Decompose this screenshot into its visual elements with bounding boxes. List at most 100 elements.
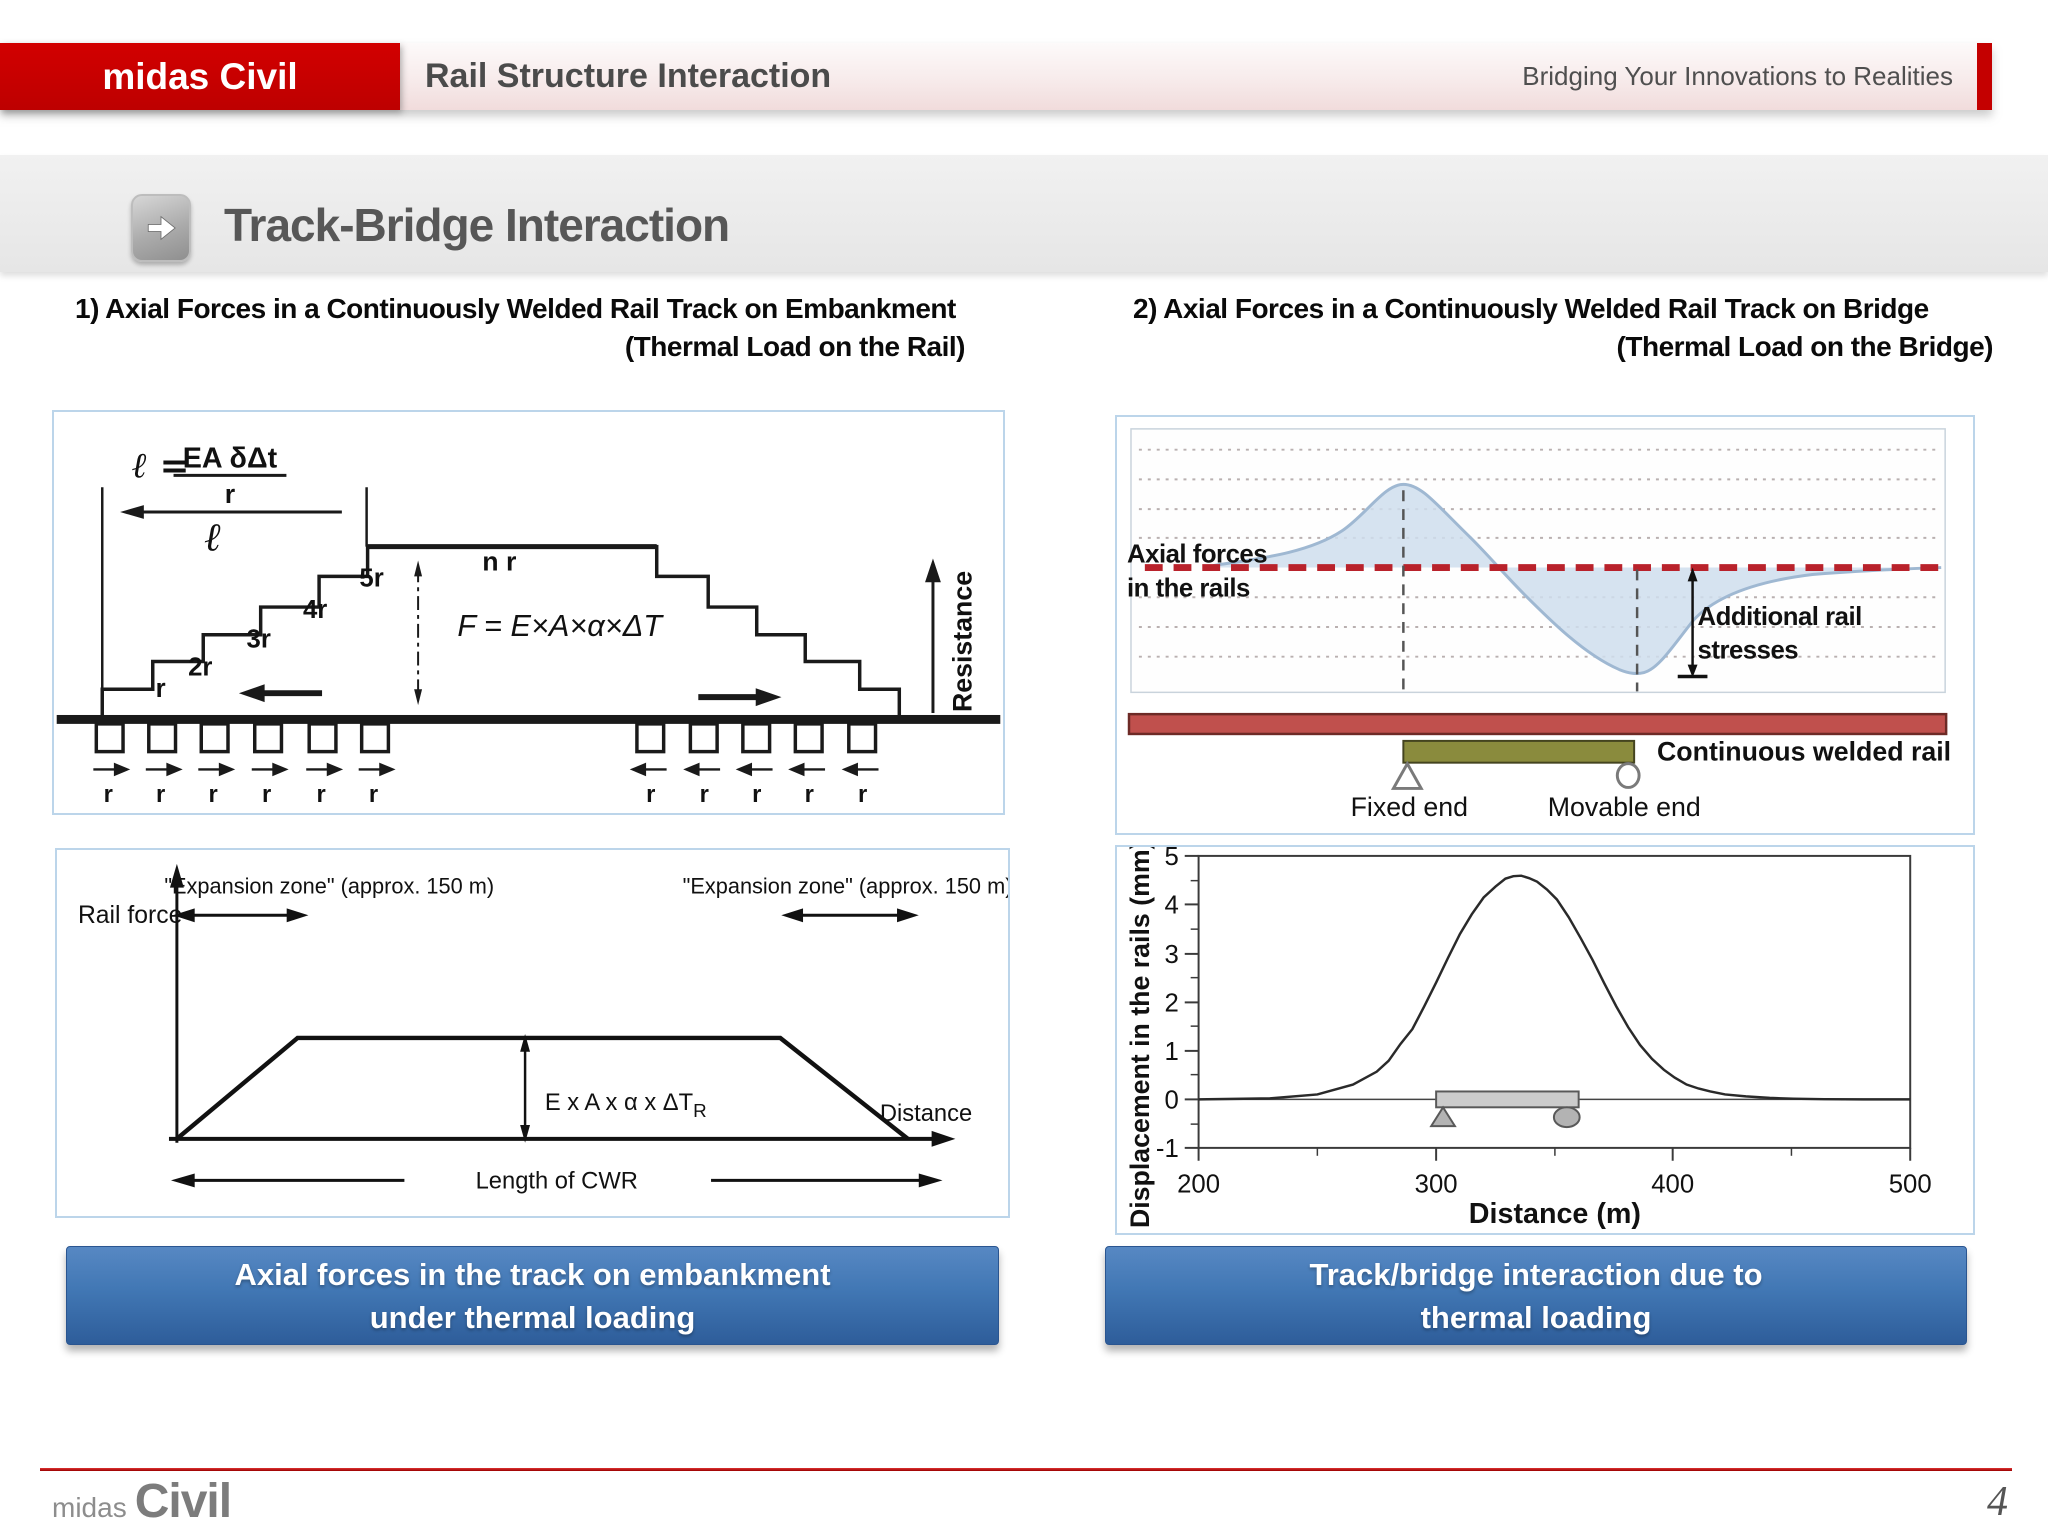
section-band [0,155,2048,272]
displacement-curve [1198,874,1911,1101]
scan-formula-denominator: r [225,479,235,509]
tagline: Bridging Your Innovations to Realities [1522,61,1953,91]
railforce-xlabel: Distance [880,1101,972,1127]
cwr-length-label: Length of CWR [476,1168,638,1194]
chart-roller-support-icon [1552,1106,1581,1129]
railforce-diagram: Rail force "Expansion zone" (approx. 150… [78,863,1008,1194]
fixed-end-label: Fixed end [1351,792,1468,822]
footer-logo: midas Civil [52,1474,232,1529]
page-number: 4 [1987,1479,2008,1525]
right-heading-line1: 2) Axial Forces in a Continuously Welded… [1133,293,1929,324]
left-heading-line1: 1) Axial Forces in a Continuously Welded… [75,293,956,324]
bridge-axial-diagram: Axial forces in the rails Additional rai… [1127,428,1951,822]
railforce-ylabel: Rail force [78,902,182,929]
axial-force-curve [1212,482,1942,676]
cwr-label: Continuous welded rail [1657,737,1951,767]
right-caption-line2: thermal loading [1420,1299,1652,1335]
right-heading-line2: (Thermal Load on the Bridge) [1616,331,1994,362]
svg-text:r: r [752,781,761,808]
footer-logo-prefix: midas [52,1492,127,1523]
footer-divider [40,1468,2012,1471]
svg-text:r: r [805,781,814,808]
sleeper-labels-right: r r r r r [646,781,867,808]
scan-formula-numerator: EA δΔt [183,442,278,474]
scan-formula-lhs: ℓ = [132,445,189,486]
step-label-3r: 3r [247,626,271,654]
sleeper-arrows-right [629,762,879,777]
svg-text:1: 1 [1164,1038,1178,1066]
right-caption: Track/bridge interaction due to thermal … [1105,1246,1967,1345]
svg-text:5: 5 [1164,847,1178,871]
step-label-2r: 2r [188,653,212,681]
displacement-ylabel: Displacement in the rails (mm) [1125,847,1155,1228]
x-tick-labels: 200 300 400 500 [1177,1170,1932,1198]
left-caption-line1: Axial forces in the track on embankment [234,1256,831,1292]
displacement-chart: 5 4 3 2 1 0 -1 200 300 400 500 [1125,847,1932,1230]
arrow-right-icon [131,194,191,262]
sleeper-labels-left: r r r r r r [104,781,379,808]
step-label-4r: 4r [303,596,327,624]
displacement-chart-panel: 5 4 3 2 1 0 -1 200 300 400 500 [1115,845,1975,1235]
railforce-diagram-panel: Rail force "Expansion zone" (approx. 150… [55,848,1010,1218]
svg-text:r: r [369,781,378,808]
movable-end-label: Movable end [1548,792,1701,822]
right-heading: 2) Axial Forces in a Continuously Welded… [1133,290,1994,366]
svg-text:r: r [262,781,271,808]
axial-label-line1: Axial forces [1127,541,1267,569]
page-title: Rail Structure Interaction [425,57,832,95]
svg-text:3: 3 [1164,941,1178,969]
svg-text:500: 500 [1889,1170,1932,1198]
chart-deck [1435,1090,1580,1109]
left-heading-line2: (Thermal Load on the Rail) [624,331,966,362]
chart-fixed-support-icon [1429,1105,1457,1128]
svg-text:r: r [646,781,655,808]
additional-label-line2: stresses [1698,637,1799,665]
section-title: Track-Bridge Interaction [224,199,730,251]
expansion-zone-right-label: "Expansion zone" (approx. 150 m) [683,874,1008,899]
axial-force-curve-fill [1213,484,1942,674]
svg-text:0: 0 [1164,1086,1178,1114]
svg-text:r: r [156,781,165,808]
step-label-r: r [156,675,166,703]
svg-text:r: r [209,781,218,808]
bridge-axial-panel: Axial forces in the rails Additional rai… [1115,415,1975,835]
svg-text:4: 4 [1164,891,1178,919]
resistance-label: Resistance [948,571,978,712]
rail-bar [1127,712,1948,736]
svg-text:200: 200 [1177,1170,1220,1198]
sleeper-arrows-left [93,762,396,777]
bridge-deck [1402,739,1636,764]
plateau-label: n r [482,546,516,576]
svg-text:300: 300 [1415,1170,1458,1198]
roller-support-icon [1615,762,1641,789]
main-formula: F = E×A×α×ΔT [457,608,664,643]
step-label-5r: 5r [359,564,383,592]
fixed-support-icon [1390,760,1424,790]
y-tick-labels: 5 4 3 2 1 0 -1 [1156,847,1179,1163]
svg-text:400: 400 [1651,1170,1694,1198]
right-caption-line1: Track/bridge interaction due to [1309,1256,1763,1292]
sleepers-left [94,722,391,754]
length-symbol: ℓ [205,515,222,561]
svg-text:r: r [104,781,113,808]
brand-badge: midas Civil [0,43,400,110]
left-caption: Axial forces in the track on embankment … [66,1246,999,1345]
sleepers-right [635,722,878,754]
embankment-diagram: ℓ = EA δΔt r ℓ r 2r 3r 4r 5r n r F [56,442,1001,808]
additional-label-line1: Additional rail [1698,603,1862,631]
footer-logo-name: Civil [134,1475,232,1528]
embankment-diagram-panel: ℓ = EA δΔt r ℓ r 2r 3r 4r 5r n r F [52,410,1005,815]
axial-label-line2: in the rails [1127,574,1250,602]
displacement-xlabel: Distance (m) [1469,1198,1641,1230]
force-formula: E x A x α x ΔTR [545,1090,707,1121]
left-heading: 1) Axial Forces in a Continuously Welded… [75,290,966,366]
header-accent-bar [1977,43,1992,110]
expansion-zone-left-label: "Expansion zone" (approx. 150 m) [164,874,494,899]
svg-text:2: 2 [1164,989,1178,1017]
svg-text:-1: -1 [1156,1135,1179,1163]
svg-text:r: r [316,781,325,808]
left-caption-line2: under thermal loading [369,1299,696,1335]
svg-text:r: r [700,781,709,808]
svg-text:r: r [858,781,867,808]
